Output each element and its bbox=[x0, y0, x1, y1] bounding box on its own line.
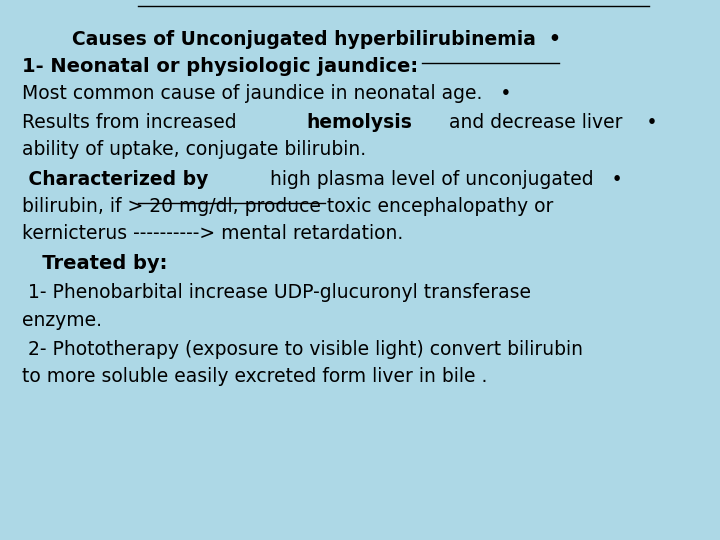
Text: kernicterus ----------> mental retardation.: kernicterus ----------> mental retardati… bbox=[22, 224, 403, 243]
Text: and decrease liver    •: and decrease liver • bbox=[443, 113, 657, 132]
Text: Causes of Unconjugated hyperbilirubinemia: Causes of Unconjugated hyperbilirubinemi… bbox=[0, 539, 1, 540]
Text: 2- Phototherapy (exposure to visible light) convert bilirubin: 2- Phototherapy (exposure to visible lig… bbox=[22, 340, 582, 359]
Text: Results from increased: Results from increased bbox=[22, 113, 242, 132]
Text: ability of uptake, conjugate bilirubin.: ability of uptake, conjugate bilirubin. bbox=[22, 140, 366, 159]
Text: to more soluble easily excreted form liver in bile .: to more soluble easily excreted form liv… bbox=[22, 367, 487, 386]
Text: Characterized by: Characterized by bbox=[22, 170, 215, 189]
Text: Causes of Unconjugated hyperbilirubinemia  •: Causes of Unconjugated hyperbilirubinemi… bbox=[72, 30, 562, 49]
Text: Most common cause of jaundice in neonatal age.   •: Most common cause of jaundice in neonata… bbox=[22, 84, 511, 103]
Text: hemolysis: hemolysis bbox=[306, 113, 412, 132]
Text: 1- Neonatal or physiologic jaundice:: 1- Neonatal or physiologic jaundice: bbox=[22, 57, 418, 76]
Text: Treated by:: Treated by: bbox=[22, 254, 167, 273]
Text: high plasma level of unconjugated   •: high plasma level of unconjugated • bbox=[271, 170, 624, 189]
Text: bilirubin, if > 20 mg/dl, produce toxic encephalopathy or: bilirubin, if > 20 mg/dl, produce toxic … bbox=[22, 197, 553, 216]
Text: enzyme.: enzyme. bbox=[22, 310, 102, 329]
Text: 1- Phenobarbital increase UDP-glucuronyl transferase: 1- Phenobarbital increase UDP-glucuronyl… bbox=[22, 284, 531, 302]
